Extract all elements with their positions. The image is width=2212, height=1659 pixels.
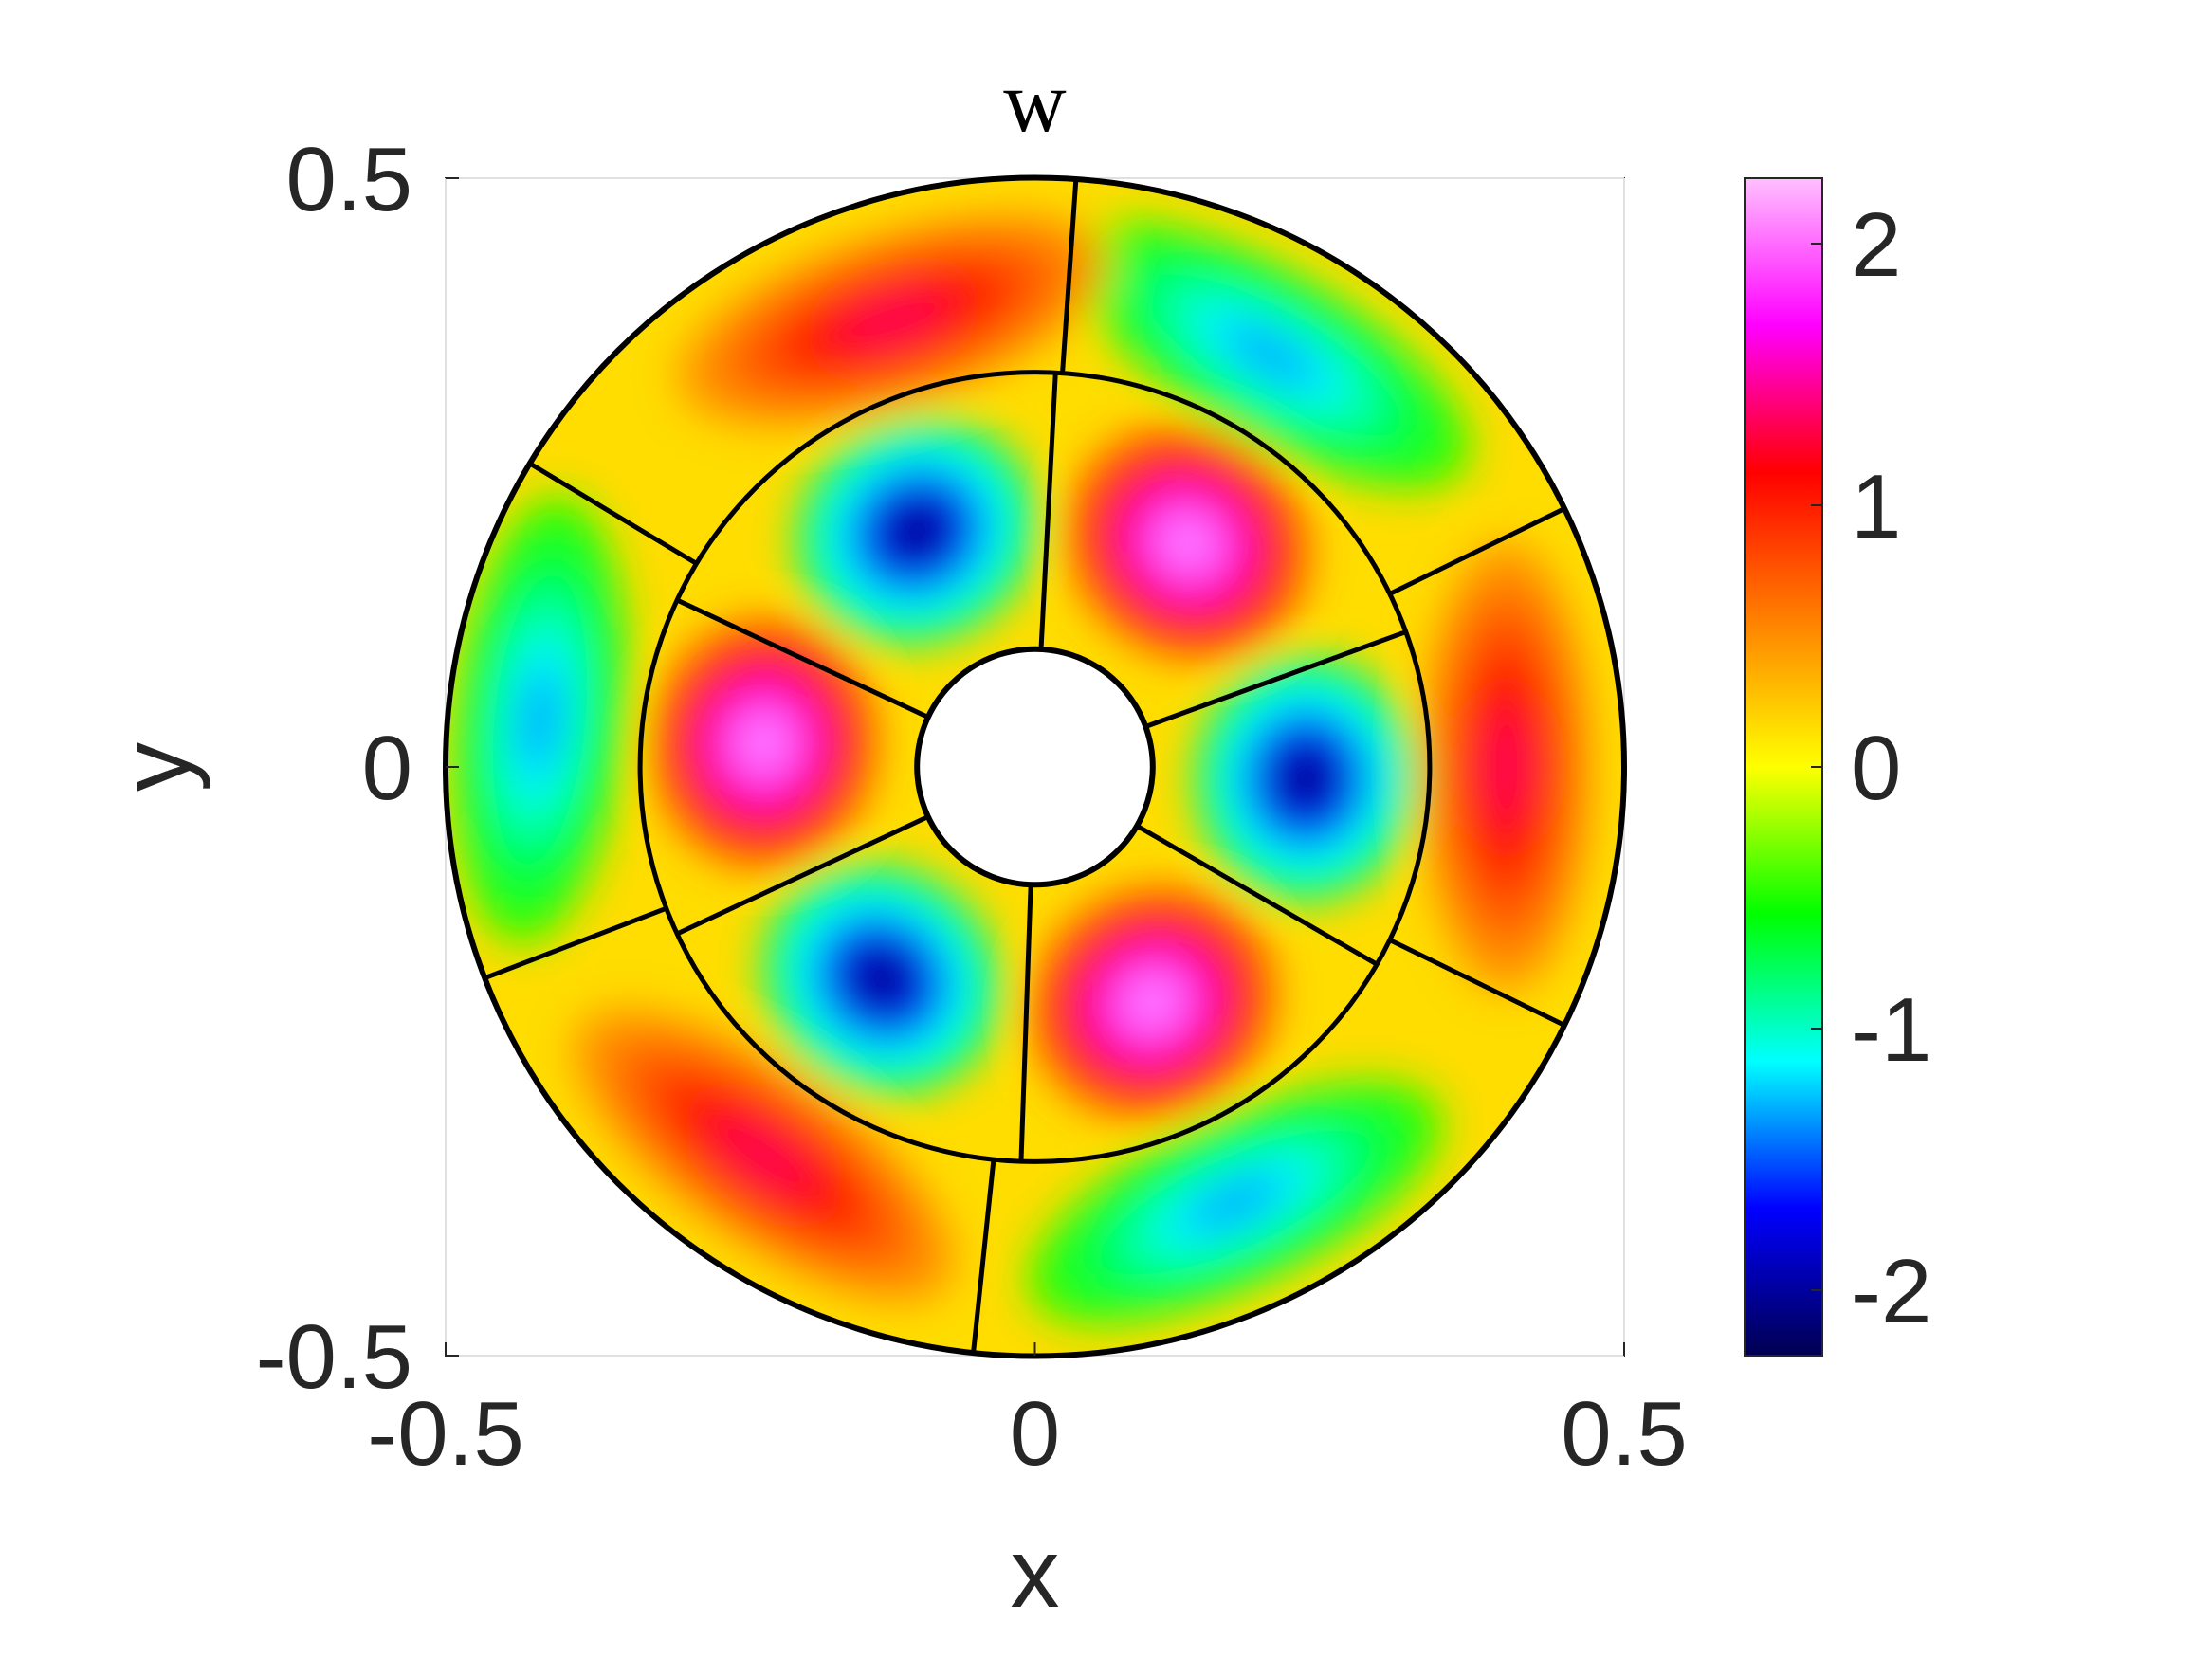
field-extremum (574, 1010, 954, 1302)
field-extremum (678, 213, 1109, 426)
x-axis-label: x (1011, 1519, 1060, 1629)
field-extremum (795, 416, 1039, 647)
colorbar-ticks: -2 -1 0 1 2 (1811, 194, 1931, 1342)
inner-radial-edge (1018, 884, 1033, 1162)
x-tick-label: 0.5 (1561, 1383, 1687, 1485)
field-extremum (651, 619, 876, 867)
plot-area (443, 174, 1627, 1359)
x-axis-ticks: -0.5 0 0.5 (367, 1342, 1688, 1485)
colorbar-tick-label: -2 (1851, 1241, 1931, 1342)
outer-radial-edge (1388, 506, 1566, 596)
colorbar-tick-label: 1 (1851, 456, 1901, 557)
colorbar-tick-label: -1 (1851, 979, 1931, 1081)
field-extremum (761, 863, 1002, 1096)
field-extremum (452, 497, 628, 943)
field-extremum (1421, 542, 1592, 992)
field-extremum (1031, 887, 1274, 1118)
outer-radial-edge (1060, 178, 1079, 374)
field-extremum (1068, 427, 1308, 660)
colorbar-gradient (1744, 177, 1823, 1357)
middle-boundary (637, 370, 1433, 1164)
inner-radial-edge (676, 814, 929, 937)
field-extremum (1194, 654, 1418, 902)
field-extremum (1029, 1081, 1442, 1324)
inner-radial-edge (1038, 373, 1058, 650)
y-axis-ticks: -0.5 0 0.5 (256, 129, 459, 1408)
y-tick-label: 0 (362, 718, 412, 819)
outer-radial-edge (1388, 938, 1566, 1028)
outer-radial-edge (971, 1158, 996, 1354)
inner-radial-edge (676, 597, 929, 720)
y-tick-label: -0.5 (256, 1306, 412, 1408)
x-tick-label: -0.5 (367, 1383, 523, 1485)
colorbar: -2 -1 0 1 2 (1744, 177, 1931, 1357)
colorbar-tick-label: 2 (1851, 194, 1901, 296)
y-tick-label: 0.5 (286, 129, 412, 230)
x-tick-label: 0 (1010, 1383, 1060, 1485)
colorbar-tick-label: 0 (1851, 718, 1901, 819)
outer-radial-edge (484, 905, 667, 981)
outer-radial-edge (528, 461, 698, 566)
chart-title: w (1003, 53, 1067, 150)
y-axis-label: y (101, 742, 211, 792)
field-extremum (1071, 221, 1470, 488)
inner-radial-edge (1135, 823, 1379, 967)
inner-boundary (914, 646, 1156, 888)
inner-radial-edge (1144, 629, 1407, 729)
